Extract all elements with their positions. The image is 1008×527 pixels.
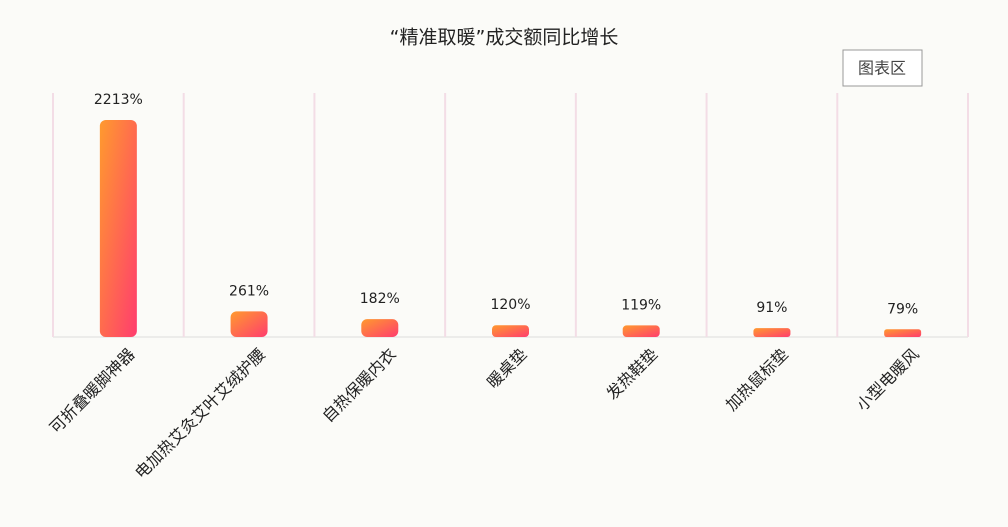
button-frame[interactable] — [842, 49, 923, 87]
bar — [230, 311, 268, 337]
bar — [753, 328, 791, 337]
value-label: 119% — [621, 297, 661, 313]
value-label: 91% — [756, 300, 787, 316]
x-tick-label: 电加热艾灸艾叶艾绒护腰 — [131, 345, 269, 483]
button-label[interactable]: 图表区 — [858, 59, 906, 78]
bar — [492, 325, 529, 337]
bar — [884, 329, 922, 337]
value-label: 261% — [229, 283, 269, 299]
value-label: 79% — [887, 301, 918, 317]
value-label: 2213% — [94, 92, 143, 108]
x-tick-label: 可折叠暖脚神器 — [46, 345, 139, 438]
x-tick-label: 发热鞋垫 — [603, 345, 662, 404]
x-tick-label: 自热保暖内衣 — [318, 345, 399, 426]
bar — [622, 325, 660, 337]
x-tick-label: 加热鼠标垫 — [722, 345, 792, 415]
value-label: 120% — [490, 297, 530, 313]
bar — [361, 319, 399, 337]
chart-title: “精准取暖”成交额同比增长 — [390, 27, 619, 49]
x-tick-label: 小型电暖风 — [853, 345, 923, 415]
value-label: 182% — [360, 291, 400, 307]
bar — [99, 120, 137, 337]
x-tick-label: 暖桌垫 — [483, 345, 530, 392]
